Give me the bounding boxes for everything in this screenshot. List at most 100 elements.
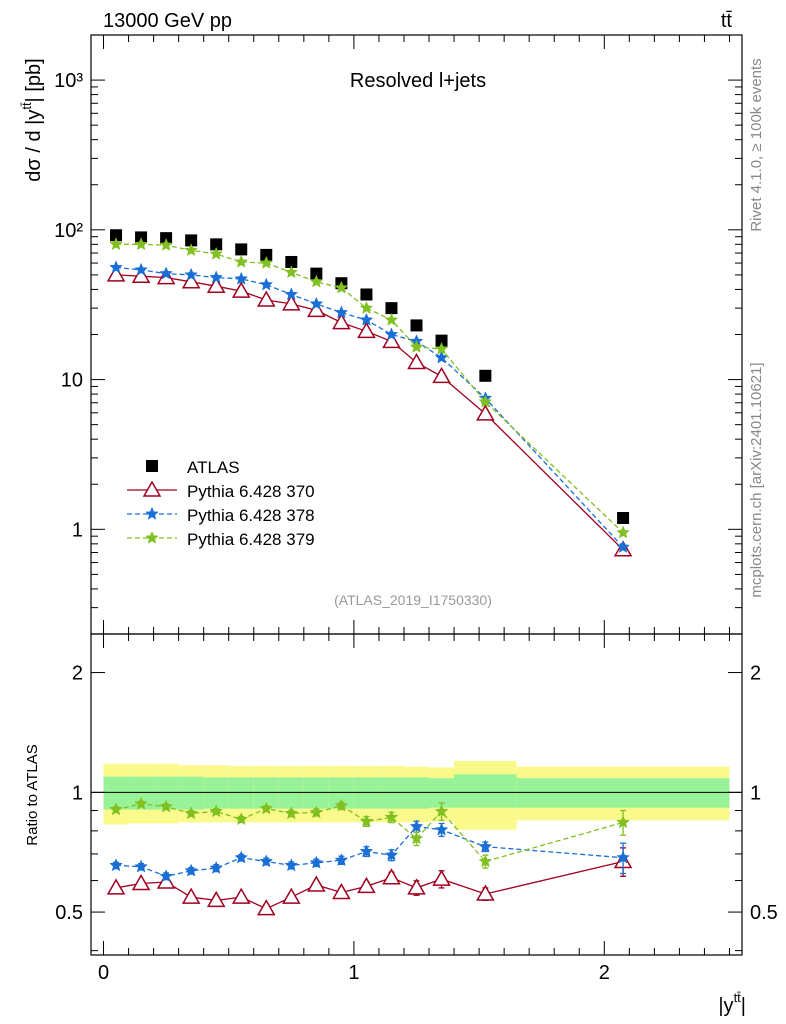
ratio-line: [115, 860, 624, 910]
data-point: [284, 265, 299, 279]
analysis-watermark: (ATLAS_2019_I1750330): [334, 592, 492, 608]
ratio-y-tick-label-right: 0.5: [750, 902, 778, 924]
ratio-point: [384, 848, 399, 861]
data-point: [334, 305, 349, 319]
ratio-point: [478, 854, 493, 868]
data-point: [159, 266, 173, 280]
series-pythia-6-428-379: [109, 237, 630, 539]
ratio-point: [359, 844, 374, 858]
uncertainty-band-inner: [303, 777, 329, 809]
data-point: [357, 321, 376, 339]
ratio-point: [616, 850, 630, 864]
data-point: [285, 255, 298, 268]
uncertainty-band-inner: [178, 776, 204, 810]
ratio-y-tick-label-right: 2: [750, 663, 761, 685]
data-point: [409, 339, 424, 353]
ratio-point: [309, 805, 324, 819]
ratio-line: [115, 825, 624, 877]
ratio-point: [434, 804, 449, 818]
data-point: [259, 255, 274, 269]
ratio-point: [234, 812, 249, 826]
data-point: [209, 246, 223, 260]
ratio-point: [476, 884, 495, 901]
ratio-point: [159, 869, 173, 883]
data-point: [106, 265, 126, 282]
main-ticks: [91, 34, 742, 635]
data-point: [231, 281, 251, 298]
ratio-plot: 2 2 1 1 0.5 0.5 0 1 2: [55, 633, 778, 984]
ratio-point: [407, 878, 426, 895]
plot-title: Resolved l+jets: [350, 70, 486, 92]
uncertainty-band-inner: [403, 777, 430, 809]
uncertainty-band-inner: [516, 778, 730, 808]
ratio-point: [209, 860, 223, 874]
ratio-point: [159, 799, 173, 813]
data-point: [617, 512, 630, 525]
process-label: tt̄: [721, 10, 733, 32]
main-y-tick-label: 10³: [54, 70, 83, 92]
uncertainty-band-inner: [203, 777, 229, 809]
data-point: [616, 540, 630, 553]
ratio-point: [184, 863, 198, 877]
data-point: [206, 276, 226, 293]
data-point: [110, 229, 123, 242]
ratio-y-axis-label: Ratio to ATLAS: [24, 744, 41, 845]
uncertainty-band-inner: [353, 777, 379, 809]
data-point: [159, 238, 173, 251]
ratio-series-pythia-6-428-379: [109, 796, 630, 869]
data-point: [476, 404, 495, 421]
data-point: [382, 331, 401, 349]
data-point: [210, 238, 223, 251]
data-point: [360, 288, 373, 301]
main-y-axis-label: dσ / d |ytt̄| [pb]: [19, 58, 45, 181]
legend-entry: Pythia 6.428 370: [127, 480, 315, 501]
ratio-point: [181, 887, 201, 904]
ratio-point: [109, 858, 123, 872]
ratio-point: [359, 814, 374, 828]
legend-label: Pythia 6.428 379: [187, 530, 315, 549]
ratio-point: [206, 890, 226, 908]
ratio-point: [334, 798, 349, 812]
x-tick-label: 0: [98, 962, 109, 984]
data-point: [309, 274, 324, 288]
legend-label: ATLAS: [187, 458, 240, 477]
ratio-point: [384, 810, 399, 824]
ratio-point: [616, 815, 630, 829]
ratio-series-pythia-6-428-378: [109, 819, 630, 883]
ratio-point: [256, 899, 276, 916]
ratio-point: [134, 796, 148, 810]
legend-entry: ATLAS: [146, 458, 240, 477]
x-axis-label: |ytt̄|: [718, 990, 746, 1017]
ratio-point: [231, 887, 251, 904]
data-point: [432, 366, 451, 384]
ratio-point: [184, 806, 198, 820]
main-y-tick-label: 10²: [54, 220, 83, 242]
data-point: [256, 290, 276, 307]
data-point: [134, 262, 148, 276]
data-point: [109, 260, 123, 274]
legend-label: Pythia 6.428 370: [187, 482, 315, 501]
uncertainty-band-inner: [278, 777, 304, 809]
data-point: [309, 296, 324, 310]
ratio-point: [478, 839, 493, 853]
ratio-point: [334, 853, 349, 867]
x-tick-label: 1: [348, 962, 359, 984]
legend-entry: Pythia 6.428 379: [127, 530, 315, 549]
ratio-point: [209, 804, 223, 818]
ratio-point: [109, 802, 123, 816]
legend: ATLAS Pythia 6.428 370 Pythia 6.428 378 Pyt…: [127, 458, 315, 549]
data-point: [109, 237, 123, 251]
ratio-point: [106, 878, 126, 895]
main-y-tick-label: 1: [72, 519, 83, 541]
uncertainty-band-inner: [454, 774, 517, 808]
data-point: [435, 334, 448, 347]
ratio-point: [332, 882, 351, 900]
ratio-frame: [90, 633, 743, 956]
ratio-point: [131, 873, 151, 891]
data-point: [282, 294, 301, 311]
data-point: [334, 280, 349, 294]
ratio-y-tick-label-right: 1: [750, 782, 761, 804]
data-point: [260, 248, 273, 261]
series-pythia-6-428-370: [106, 265, 633, 557]
